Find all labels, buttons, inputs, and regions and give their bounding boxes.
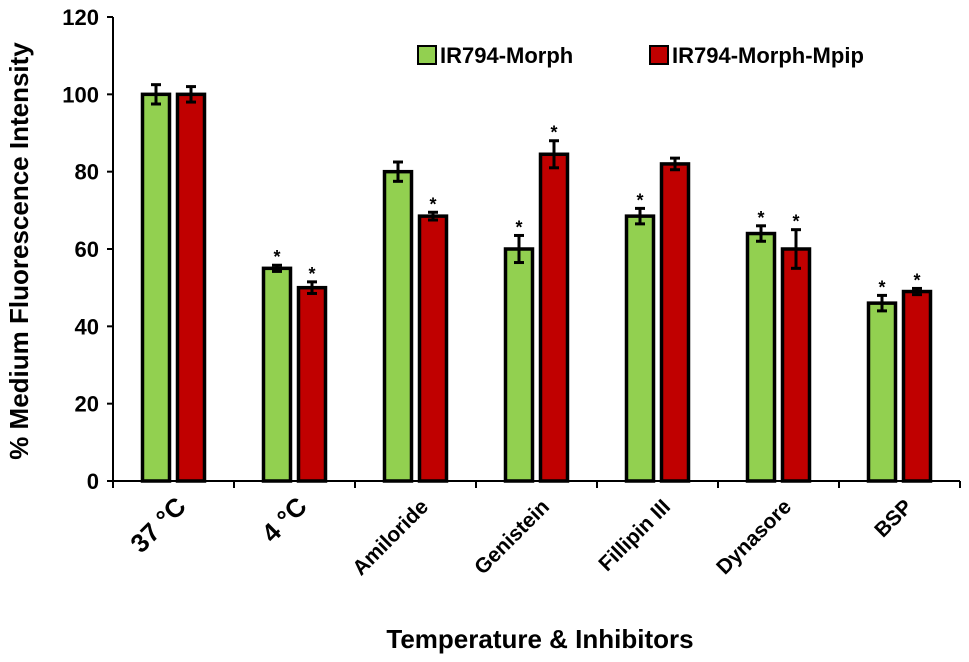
y-tick-label: 80 bbox=[75, 160, 99, 185]
y-axis: 0 20 40 60 80 100 120 bbox=[62, 5, 114, 494]
significance-marker: * bbox=[878, 277, 885, 297]
significance-marker: * bbox=[636, 190, 643, 210]
legend-label: IR794-Morph bbox=[440, 43, 573, 68]
bar bbox=[624, 214, 656, 483]
y-tick-label: 40 bbox=[75, 314, 99, 339]
legend-swatch bbox=[649, 45, 669, 65]
significance-marker: * bbox=[429, 194, 436, 214]
y-tick-label: 120 bbox=[62, 5, 99, 30]
bar bbox=[261, 266, 293, 483]
bar bbox=[140, 92, 172, 483]
y-tick-label: 20 bbox=[75, 392, 99, 417]
plot-area: * * * * * * * * * * bbox=[140, 83, 933, 483]
bar bbox=[780, 247, 812, 483]
bar bbox=[503, 247, 535, 483]
legend: IR794-Morph IR794-Morph-Mpip bbox=[417, 43, 864, 68]
x-tick-label: Amiloride bbox=[348, 495, 433, 580]
x-tick-label: BSP bbox=[870, 495, 917, 542]
bar bbox=[175, 92, 207, 483]
x-axis-title: Temperature & Inhibitors bbox=[386, 624, 693, 654]
significance-marker: * bbox=[308, 264, 315, 284]
bar bbox=[659, 162, 691, 483]
significance-marker: * bbox=[792, 212, 799, 232]
bar bbox=[382, 169, 414, 483]
y-tick-label: 0 bbox=[87, 469, 99, 494]
y-axis-title: % Medium Fluorescence Intensity bbox=[4, 42, 34, 460]
x-tick-label: Dynasore bbox=[712, 495, 796, 579]
y-tick-label: 60 bbox=[75, 237, 99, 262]
legend-swatch bbox=[417, 45, 437, 65]
significance-marker: * bbox=[515, 217, 522, 237]
significance-marker: * bbox=[757, 208, 764, 228]
y-tick-label: 100 bbox=[62, 82, 99, 107]
bar bbox=[745, 231, 777, 483]
x-axis: 37 °C 4 °C Amiloride Genistein Fillipin III D… bbox=[112, 480, 961, 580]
bar bbox=[901, 289, 933, 483]
significance-marker: * bbox=[550, 123, 557, 143]
x-tick-label: Genistein bbox=[470, 495, 554, 579]
x-tick-label: 37 °C bbox=[124, 491, 192, 559]
bar bbox=[866, 301, 898, 483]
significance-marker: * bbox=[273, 247, 280, 267]
x-tick-label: Fillipin III bbox=[594, 495, 675, 576]
x-tick-label: 4 °C bbox=[256, 491, 313, 548]
bar bbox=[417, 214, 449, 483]
significance-marker: * bbox=[913, 270, 920, 290]
bar bbox=[296, 285, 328, 483]
legend-label: IR794-Morph-Mpip bbox=[672, 43, 864, 68]
bar bbox=[538, 152, 570, 483]
